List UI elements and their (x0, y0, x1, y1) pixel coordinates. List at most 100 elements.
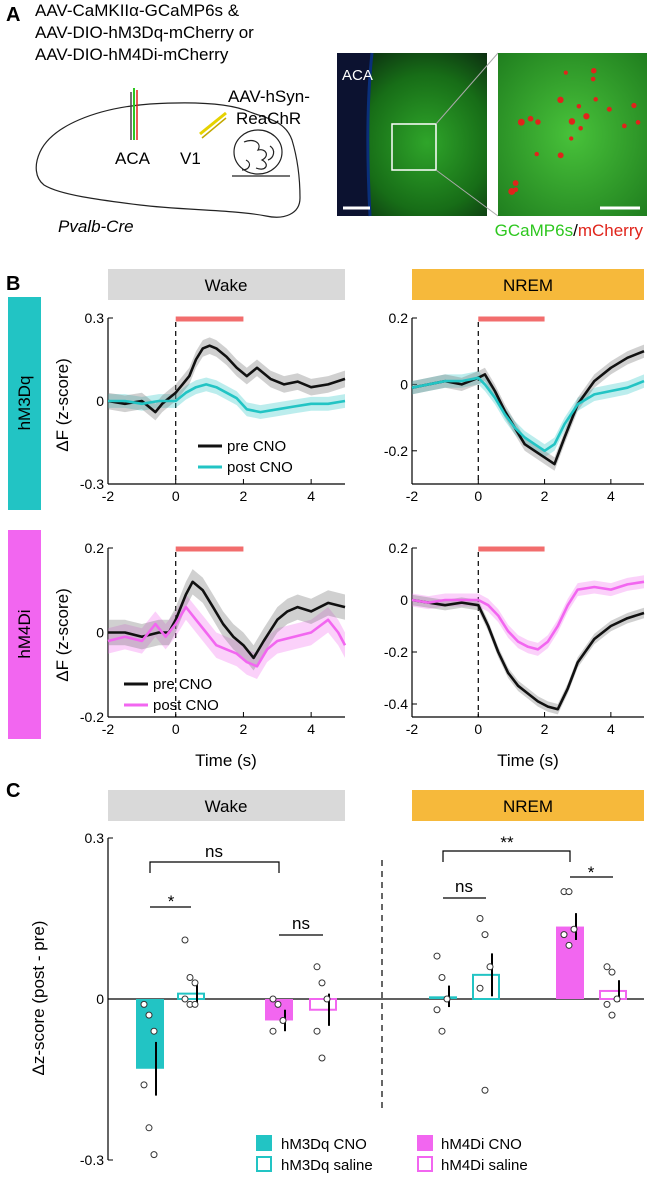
sig-wake-hm3dq: * (168, 892, 175, 911)
legend-swatch-hm4di-saline (417, 1156, 433, 1172)
y-tick-label: 0 (400, 592, 408, 608)
injection-line-1: AAV-CaMKIIα-GCaMP6s & (35, 1, 240, 20)
data-point (433, 1006, 441, 1014)
y-tick-label: -0.2 (384, 443, 408, 459)
data-point (486, 963, 494, 971)
x-tick-label: 2 (240, 488, 248, 504)
y-tick-label: -0.3 (80, 476, 104, 492)
red-cell-dot (576, 104, 582, 109)
state-label-wake-c: Wake (205, 797, 248, 816)
red-cell-dot (578, 125, 583, 131)
legend-label-hm3dq-cno: hM3Dq CNO (281, 1136, 367, 1153)
data-point (433, 952, 441, 960)
y-tick-label: 0.2 (85, 540, 105, 556)
bracket-nrem-between (442, 850, 571, 862)
data-point (181, 936, 189, 944)
red-cell-dot (535, 119, 541, 125)
sem-band (412, 344, 644, 471)
data-point (279, 1016, 287, 1024)
histology-region-label: ACA (342, 67, 373, 84)
sig-nrem-between: ** (500, 833, 514, 852)
bar (556, 926, 584, 999)
data-point (186, 974, 194, 982)
zoom-connector-lines (435, 52, 499, 217)
data-point (608, 968, 616, 976)
legend-label-hm3dq-saline: hM3Dq saline (281, 1157, 373, 1174)
red-cell-dot (534, 151, 539, 157)
red-cell-dot (557, 96, 564, 103)
legend-b-top: pre CNO post CNO (198, 438, 293, 476)
red-cell-dot (622, 123, 627, 129)
v1-injection-line-1: AAV-hSyn- (228, 87, 310, 106)
y-tick-label: 0 (400, 376, 408, 392)
sig-wake-hm4di: ns (292, 914, 310, 933)
sig-nrem-hm3dq: ns (455, 877, 473, 896)
y-tick-label: 0.2 (389, 540, 409, 556)
post-cno-trace (108, 383, 346, 414)
state-header-wake-c (108, 790, 345, 821)
legend-label-post-bottom: post CNO (153, 697, 219, 714)
stain-green-label: GCaMP6s (495, 221, 573, 240)
post-cno-trace (107, 605, 347, 668)
sig-nrem-hm4di: * (588, 863, 595, 882)
bracket-wake-between (149, 861, 280, 873)
data-point (608, 1011, 616, 1019)
ylabel-b-bottom: ΔF (z-score) (53, 588, 72, 682)
data-point (443, 995, 451, 1003)
red-cell-dot (583, 113, 590, 120)
data-point (476, 984, 484, 992)
injection-line-3: AAV-DIO-hM4Di-mCherry (35, 45, 229, 64)
x-tick-label: 4 (307, 488, 315, 504)
panel-letter-b: B (6, 273, 20, 295)
data-point (323, 995, 331, 1003)
red-cell-dot (569, 136, 574, 141)
sem-band (412, 594, 644, 715)
trace-plot-1: 0.3 0 -0.3-2 0 2 4 (80, 310, 346, 504)
data-point (191, 979, 199, 987)
data-point (269, 1027, 277, 1035)
sig-wake-between: ns (205, 842, 223, 861)
x-tick-label: -2 (102, 721, 115, 737)
bar (599, 989, 627, 1001)
sem-band (108, 569, 345, 671)
red-cell-dot (606, 106, 612, 112)
stain-separator: / (573, 221, 578, 240)
pre-cno-trace (107, 344, 346, 414)
ylabel-c: Δz-score (post - pre) (29, 921, 48, 1076)
sem-band (108, 594, 345, 679)
x-tick-label: 0 (474, 488, 482, 504)
data-point (274, 1000, 282, 1008)
trace-plot-4: 0.2 0 -0.2 -0.4 -2 0 2 4 (384, 540, 645, 737)
histology-image-zoom (498, 53, 647, 216)
data-point (145, 1124, 153, 1132)
post-cno-trace (411, 376, 645, 453)
data-point (140, 1000, 148, 1008)
red-cell-dot (635, 120, 641, 125)
state-label-nrem-b: NREM (503, 276, 553, 295)
post-cno-trace (411, 580, 645, 651)
data-point (140, 1081, 148, 1089)
legend-swatch-hm3dq-cno (256, 1135, 272, 1151)
y-tick-label: 0.2 (389, 310, 409, 326)
row-label-hm3dq: hM3Dq (15, 376, 34, 431)
panel-letter-a: A (6, 4, 20, 26)
legend-b-bottom: pre CNO post CNO (124, 676, 219, 714)
legend-label-hm4di-saline: hM4Di saline (441, 1157, 528, 1174)
panel-c-plot: 0.3 0 -0.3 (80, 830, 644, 1168)
red-cell-dot (593, 97, 598, 102)
state-header-nrem-c (412, 790, 644, 821)
row-label-bg-hm4di (8, 530, 41, 739)
data-point (476, 915, 484, 922)
region-label-aca: ACA (115, 149, 151, 168)
data-point (565, 888, 573, 896)
y-tick-label: 0.3 (85, 310, 105, 326)
x-tick-label: 4 (607, 488, 615, 504)
data-point (438, 1027, 446, 1035)
red-cell-dot (557, 152, 564, 159)
legend-label-pre-top: pre CNO (227, 438, 286, 455)
data-point (481, 931, 489, 939)
legend-swatch-hm3dq-saline (256, 1156, 272, 1172)
stain-red-label: mCherry (578, 221, 644, 240)
red-cell-dot (512, 180, 519, 186)
